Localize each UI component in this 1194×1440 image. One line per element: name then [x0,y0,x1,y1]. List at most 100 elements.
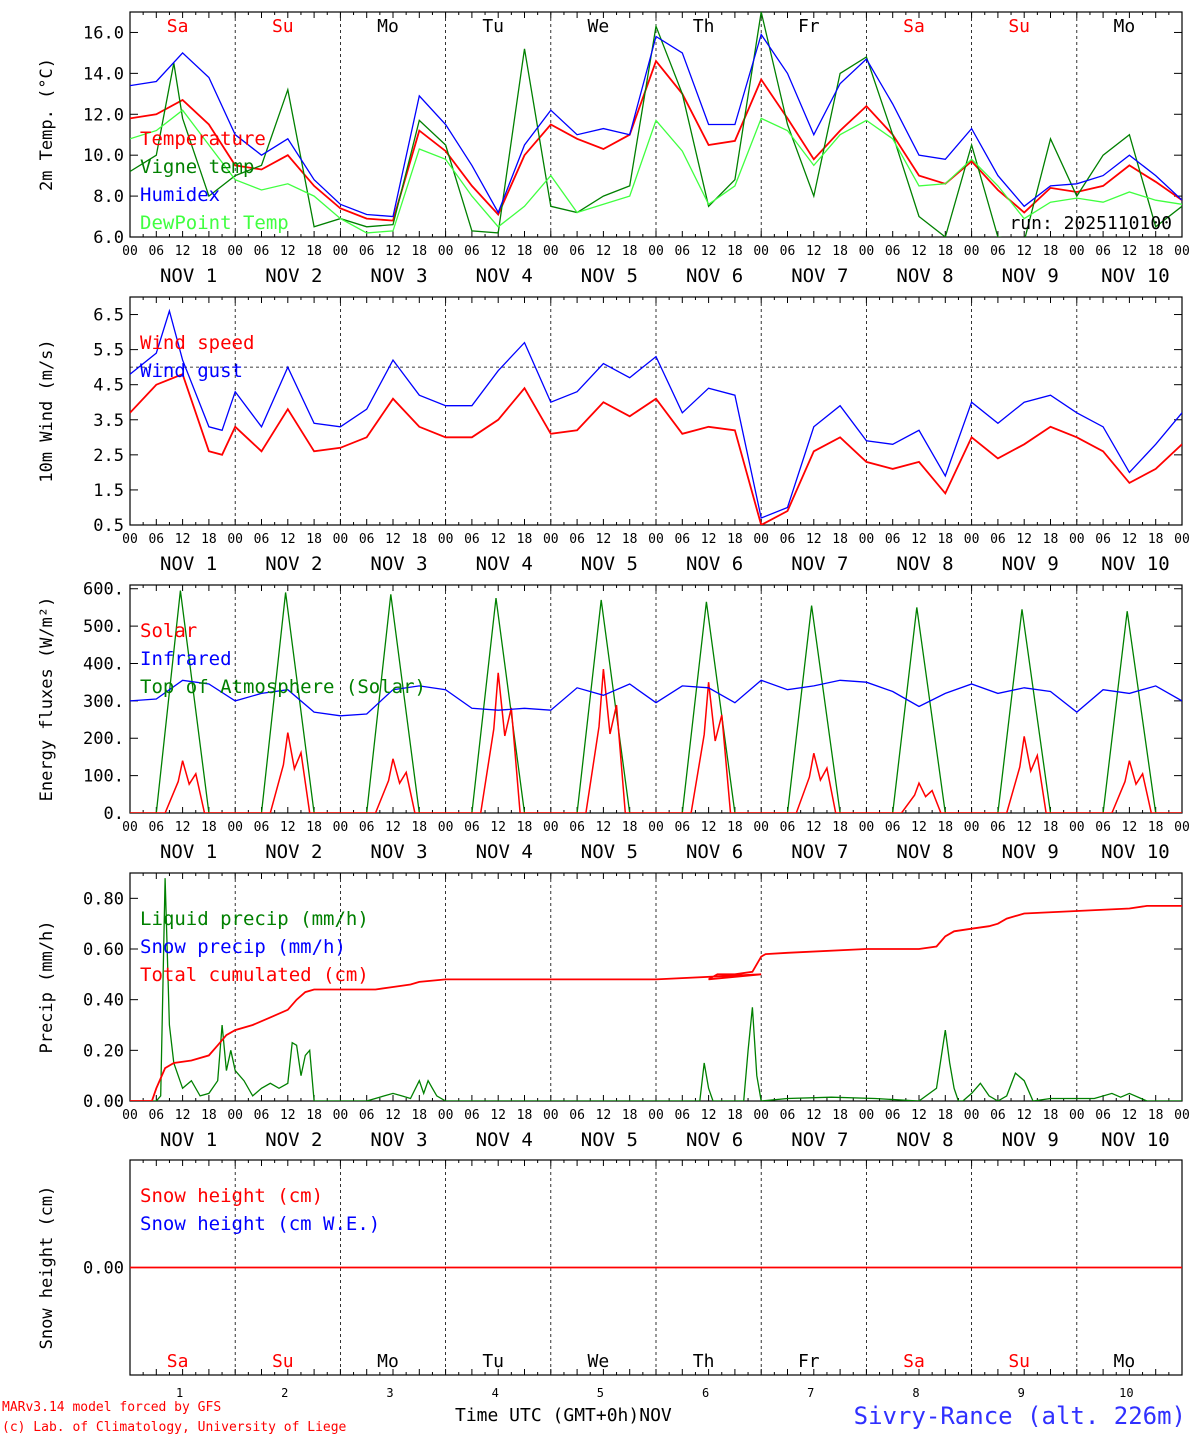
hour-tick-label: 12 [596,532,612,547]
hour-tick-label: 12 [911,1108,927,1123]
hour-tick-label: 18 [727,532,743,547]
hour-tick-label: 12 [1122,1108,1138,1123]
hour-tick-label: 00 [227,244,243,259]
date-label: NOV 4 [476,553,533,575]
date-label: NOV 9 [1002,553,1059,575]
y-axis-title: Snow height (cm) [37,1186,57,1350]
hour-tick-label: 00 [753,244,769,259]
hour-tick-label: 18 [306,532,322,547]
hour-tick-label: 12 [806,820,822,835]
hour-tick-label: 00 [859,532,875,547]
hour-tick-label: 18 [832,244,848,259]
date-label: NOV 8 [896,841,953,863]
day-number-label: 3 [386,1386,393,1400]
hour-tick-label: 12 [701,820,717,835]
day-name-label: Mo [377,1351,399,1372]
legend-entry: Temperature [140,128,266,150]
legend-entry: Wind gust [140,360,243,382]
hour-tick-label: 00 [122,1108,138,1123]
hour-tick-label: 00 [753,820,769,835]
date-label: NOV 9 [1002,265,1059,287]
y-tick-label: 0.80 [83,889,124,909]
hour-tick-label: 18 [201,244,217,259]
hour-tick-label: 18 [727,1108,743,1123]
hour-tick-label: 12 [385,244,401,259]
date-label: NOV 5 [581,1129,638,1151]
day-name-label: Su [272,16,294,37]
y-tick-label: 500. [83,617,124,637]
y-tick-label: 10.0 [83,146,124,166]
y-axis-title: Energy fluxes (W/m²) [37,597,57,802]
day-name-label: Sa [903,1351,925,1372]
y-tick-label: 2.5 [93,446,124,466]
run-label: run: 2025110100 [1009,213,1172,234]
hour-tick-label: 00 [543,820,559,835]
series-line-dewpoint-temp [130,109,1182,234]
hour-tick-label: 06 [990,1108,1006,1123]
hour-tick-label: 18 [1043,244,1059,259]
hour-tick-label: 00 [333,244,349,259]
hour-tick-label: 00 [122,820,138,835]
hour-tick-label: 06 [148,244,164,259]
hour-tick-label: 00 [333,1108,349,1123]
y-tick-label: 6.5 [93,306,124,326]
y-tick-label: 12.0 [83,105,124,125]
y-tick-label: 6.0 [93,228,124,248]
hour-tick-label: 18 [306,820,322,835]
date-label: NOV 5 [581,265,638,287]
date-label: NOV 2 [265,1129,322,1151]
hour-tick-label: 18 [1043,1108,1059,1123]
series-line-infrared [130,679,1182,717]
day-number-label: 4 [492,1386,499,1400]
y-tick-label: 400. [83,654,124,674]
y-tick-label: 0.20 [83,1041,124,1061]
day-number-label: 1 [176,1386,183,1400]
hour-tick-label: 06 [990,532,1006,547]
date-label: NOV 6 [686,841,743,863]
hour-tick-label: 12 [1122,244,1138,259]
hour-tick-label: 00 [543,244,559,259]
hour-tick-label: 12 [911,820,927,835]
hour-tick-label: 00 [227,532,243,547]
hour-tick-label: 18 [937,820,953,835]
date-label: NOV 1 [160,553,217,575]
y-tick-label: 0.00 [83,1092,124,1112]
date-label: NOV 10 [1101,841,1170,863]
hour-tick-label: 06 [990,244,1006,259]
legend-entry: Total cumulated (cm) [140,964,369,986]
hour-tick-label: 00 [438,532,454,547]
hour-tick-label: 06 [780,532,796,547]
panel-snow: 0.00 Snow height (cm) Sa Su Mo Tu We Th Fr Sa Su Mo… [37,1159,1183,1400]
hour-tick-label: 06 [148,1108,164,1123]
hour-tick-label: 12 [806,1108,822,1123]
hour-tick-label: 18 [727,820,743,835]
hour-tick-label: 12 [1122,532,1138,547]
day-name-label: Mo [1114,16,1136,37]
day-name-label: Sa [903,16,925,37]
date-label: NOV 9 [1002,1129,1059,1151]
day-name-label: Su [1008,1351,1030,1372]
panel-precip: 0.00 0.20 0.40 0.60 0.80 Precip (mm/h) 00 06 12 1… [37,872,1190,1151]
hour-tick-label: 00 [753,1108,769,1123]
hour-tick-label: 12 [596,244,612,259]
date-label: NOV 5 [581,553,638,575]
hour-tick-label: 18 [306,244,322,259]
hour-tick-label: 18 [517,244,533,259]
date-label: NOV 9 [1002,841,1059,863]
hour-tick-label: 18 [1043,820,1059,835]
hour-tick-label: 06 [148,532,164,547]
y-tick-label: 0. [104,804,124,824]
panel-temperature: 6.0 8.0 10.0 12.0 14.0 16.0 2m Temp. (°C) Sa Su M… [37,11,1190,287]
hour-tick-label: 06 [674,244,690,259]
date-label: NOV 7 [791,265,848,287]
day-name-label: Fr [798,1351,820,1372]
hour-tick-label: 06 [1095,532,1111,547]
hour-tick-label: 12 [175,532,191,547]
hour-tick-label: 00 [648,532,664,547]
hour-tick-label: 06 [148,820,164,835]
hour-tick-label: 06 [885,820,901,835]
plot-area [130,590,1182,813]
day-name-label: Tu [482,1351,504,1372]
hour-tick-label: 06 [254,244,270,259]
